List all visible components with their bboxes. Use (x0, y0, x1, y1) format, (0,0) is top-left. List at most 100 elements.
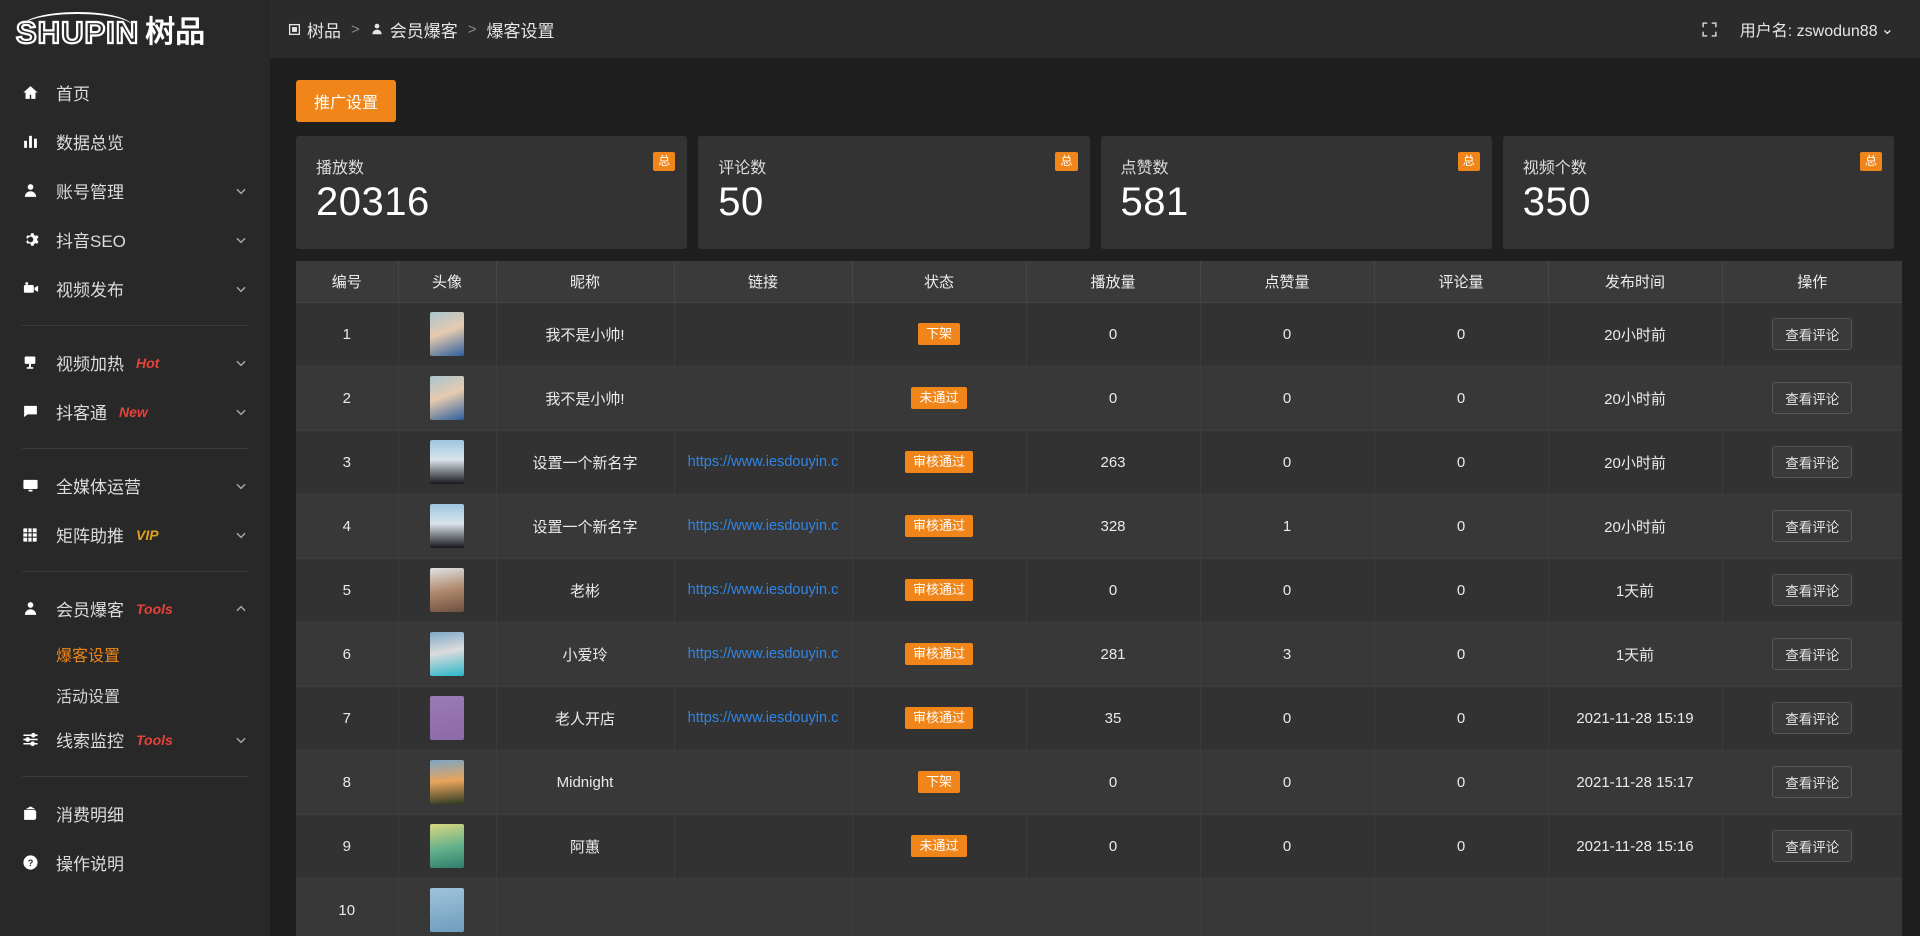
cell-time (1548, 878, 1723, 936)
breadcrumb-item-app[interactable]: 树品 (288, 17, 341, 42)
sidebar-subitem-activity-settings[interactable]: 活动设置 (0, 674, 270, 715)
fullscreen-icon[interactable] (1701, 21, 1718, 38)
cell-status[interactable]: 审核通过 (852, 686, 1027, 751)
cell-action (1722, 878, 1902, 936)
video-link[interactable]: https://www.iesdouyin.c (687, 582, 839, 598)
cell-id: 2 (296, 366, 399, 431)
sidebar-item-label: 视频发布 (56, 281, 124, 300)
view-comments-button[interactable]: 查看评论 (1772, 702, 1853, 734)
stat-card-title: 播放数 (316, 160, 365, 177)
status-badge[interactable]: 未通过 (911, 834, 967, 858)
cell-status[interactable]: 审核通过 (852, 494, 1027, 559)
sidebar-item-billing[interactable]: 消费明细 (0, 789, 270, 838)
promo-settings-button[interactable]: 推广设置 (296, 80, 397, 122)
view-comments-button[interactable]: 查看评论 (1772, 318, 1853, 350)
video-link[interactable]: https://www.iesdouyin.c (687, 710, 839, 726)
video-link[interactable]: https://www.iesdouyin.c (687, 646, 839, 662)
cell-status[interactable]: 下架 (852, 302, 1027, 367)
cell-plays: 0 (1026, 558, 1201, 623)
cell-comments: 0 (1374, 430, 1549, 495)
cell-link[interactable]: https://www.iesdouyin.c (674, 686, 853, 751)
sidebar-item-publish[interactable]: 视频发布 (0, 264, 270, 313)
cell-action: 查看评论 (1722, 814, 1902, 879)
cell-status[interactable]: 未通过 (852, 366, 1027, 431)
status-badge[interactable]: 审核通过 (904, 514, 973, 538)
topbar-right: 用户名: zswodun88 ⌄ (1701, 17, 1894, 41)
col-nick: 昵称 (496, 261, 675, 303)
cell-time: 2021-11-28 15:17 (1548, 750, 1723, 815)
sidebar-item-seo[interactable]: 抖音SEO (0, 215, 270, 264)
boost-icon (22, 354, 46, 371)
view-comments-button[interactable]: 查看评论 (1772, 574, 1853, 606)
cell-link[interactable]: https://www.iesdouyin.c (674, 494, 853, 559)
cell-status[interactable]: 下架 (852, 750, 1027, 815)
video-link[interactable]: https://www.iesdouyin.c (687, 454, 839, 470)
breadcrumb-label: 爆客设置 (486, 21, 555, 41)
logo[interactable]: SHUPIN 树品 (0, 0, 270, 58)
view-comments-button[interactable]: 查看评论 (1772, 382, 1853, 414)
cell-link[interactable]: https://www.iesdouyin.c (674, 430, 853, 495)
avatar (430, 888, 464, 932)
stat-card-value: 350 (1522, 180, 1591, 224)
status-badge[interactable]: 审核通过 (904, 578, 973, 602)
cell-plays: 0 (1026, 814, 1201, 879)
sidebar-tag-tools: Tools (136, 600, 173, 617)
sidebar-item-label: 操作说明 (56, 855, 124, 874)
chat-icon (22, 403, 46, 420)
status-badge[interactable]: 下架 (917, 770, 960, 794)
view-comments-button[interactable]: 查看评论 (1772, 830, 1853, 862)
cell-avatar (398, 686, 497, 751)
status-badge[interactable]: 下架 (917, 322, 960, 346)
avatar (430, 632, 464, 676)
sidebar-item-help[interactable]: ? 操作说明 (0, 838, 270, 887)
sidebar-item-lead-monitor[interactable]: 线索监控 Tools (0, 715, 270, 764)
cell-avatar (398, 622, 497, 687)
view-comments-button[interactable]: 查看评论 (1772, 510, 1853, 542)
user-menu[interactable]: 用户名: zswodun88 ⌄ (1740, 17, 1894, 41)
sidebar-item-media-ops[interactable]: 全媒体运营 (0, 461, 270, 510)
status-badge[interactable]: 审核通过 (904, 450, 973, 474)
status-badge: 总 (1055, 152, 1078, 171)
col-avatar: 头像 (398, 261, 497, 303)
video-link[interactable]: https://www.iesdouyin.c (687, 518, 839, 534)
cell-id: 7 (296, 686, 399, 751)
main-area: 树品 > 会员爆客 > 爆客设置 (270, 0, 1920, 936)
cell-status[interactable]: 审核通过 (852, 622, 1027, 687)
sidebar-item-home[interactable]: 首页 (0, 68, 270, 117)
status-badge: 总 (653, 152, 676, 171)
sidebar-item-account[interactable]: 账号管理 (0, 166, 270, 215)
cell-link (674, 814, 853, 879)
view-comments-button[interactable]: 查看评论 (1772, 446, 1853, 478)
sidebar-item-label: 消费明细 (56, 806, 124, 825)
table: 编号 头像 昵称 链接 状态 播放量 点赞量 评论量 发布时间 操作 1 我不是小 (296, 261, 1902, 936)
cell-time: 2021-11-28 15:19 (1548, 686, 1723, 751)
chevron-down-icon (234, 733, 248, 747)
cell-nickname: 小爱玲 (496, 622, 675, 687)
cell-likes: 0 (1200, 302, 1375, 367)
sidebar-tag-vip: VIP (136, 526, 159, 543)
view-comments-button[interactable]: 查看评论 (1772, 766, 1853, 798)
sidebar-item-overview[interactable]: 数据总览 (0, 117, 270, 166)
sidebar-item-member[interactable]: 会员爆客 Tools (0, 584, 270, 633)
cell-status[interactable]: 审核通过 (852, 558, 1027, 623)
sidebar-item-douketong[interactable]: 抖客通 New (0, 387, 270, 436)
sidebar-item-matrix[interactable]: 矩阵助推 VIP (0, 510, 270, 559)
sidebar-item-boost[interactable]: 视频加热 Hot (0, 338, 270, 387)
table-row: 10 (296, 878, 1902, 936)
cell-status[interactable]: 未通过 (852, 814, 1027, 879)
status-badge[interactable]: 审核通过 (904, 642, 973, 666)
status-badge[interactable]: 审核通过 (904, 706, 973, 730)
cell-likes: 3 (1200, 622, 1375, 687)
cell-link[interactable]: https://www.iesdouyin.c (674, 622, 853, 687)
sidebar-tag-new: New (119, 403, 148, 420)
sidebar-subitem-baoke-settings[interactable]: 爆客设置 (0, 633, 270, 674)
breadcrumb-item-member[interactable]: 会员爆客 (370, 17, 458, 42)
view-comments-button[interactable]: 查看评论 (1772, 638, 1853, 670)
col-comments: 评论量 (1374, 261, 1549, 303)
cell-link[interactable]: https://www.iesdouyin.c (674, 558, 853, 623)
status-badge[interactable]: 未通过 (911, 386, 967, 410)
cell-nickname: Midnight (496, 750, 675, 815)
divider (22, 325, 248, 326)
cell-status[interactable]: 审核通过 (852, 430, 1027, 495)
